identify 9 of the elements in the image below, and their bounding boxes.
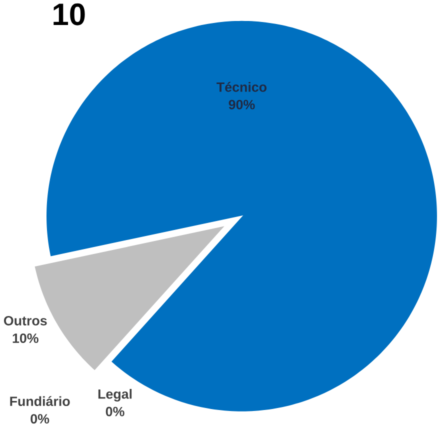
data-label: 10% xyxy=(12,333,38,343)
text: 0% xyxy=(30,414,50,424)
data-label: 90% xyxy=(228,100,255,110)
slice-label: Outros xyxy=(4,316,47,326)
chart-title: 10 xyxy=(54,3,85,26)
slice-label: Técnico xyxy=(216,82,267,92)
category-label: Fundiário xyxy=(10,396,70,406)
text: 0% xyxy=(106,406,124,416)
category-label: Legal xyxy=(98,388,132,402)
